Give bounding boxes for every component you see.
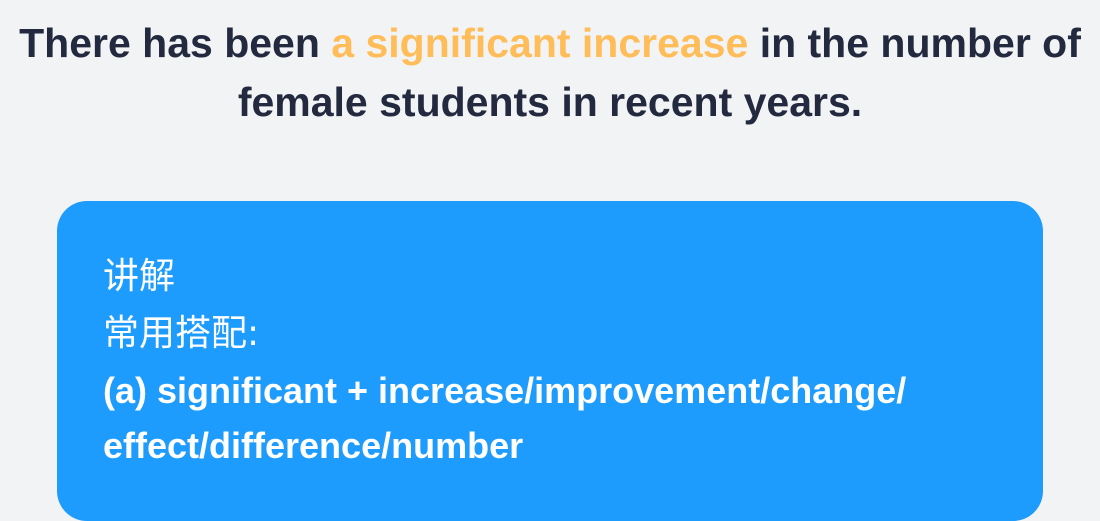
sentence-prefix: There has been	[19, 20, 332, 66]
sentence-highlight: a significant increase	[331, 20, 749, 66]
example-sentence: There has been a significant increase in…	[0, 14, 1100, 132]
sentence-suffix: in the number of female students in rece…	[237, 20, 1081, 125]
explanation-card: 讲解 常用搭配: (a) significant + increase/impr…	[57, 201, 1043, 521]
explanation-heading: 讲解	[103, 256, 176, 297]
collocation-line-1: (a) significant + increase/improvement/c…	[103, 370, 907, 411]
collocations-label: 常用搭配:	[103, 313, 260, 354]
collocation-line-2: effect/difference/number	[103, 425, 524, 466]
